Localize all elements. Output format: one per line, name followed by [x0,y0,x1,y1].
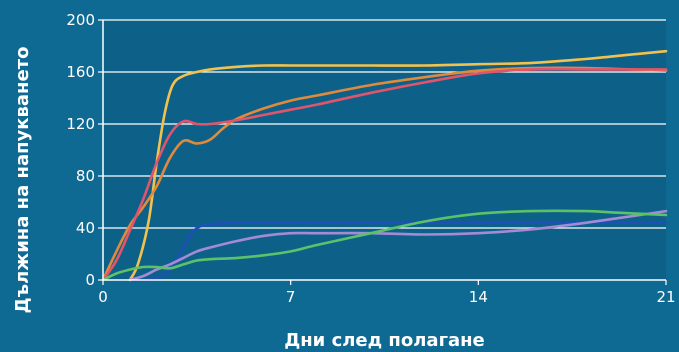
y-axis-title: Дължина на напукването [12,47,33,314]
y-tick-label: 160 [66,63,95,81]
y-tick-label: 80 [76,167,95,185]
x-axis-title: Дни след полагане [284,330,485,351]
series-line-4 [128,221,668,282]
series-group [101,49,668,282]
series-line-3 [101,67,668,282]
x-tick-label: 14 [469,288,488,306]
tick-labels: 0 40 80 120 160 200 0 7 14 21 [66,11,675,306]
series-line-1 [128,49,668,282]
y-tick-label: 0 [85,271,95,289]
y-tick-label: 40 [76,219,95,237]
axes [98,19,667,285]
series-line-5 [128,209,668,282]
x-tick-label: 0 [98,288,108,306]
y-tick-label: 120 [66,115,95,133]
series-line-2 [101,66,668,282]
x-tick-label: 7 [286,288,296,306]
x-tick-label: 21 [656,288,675,306]
y-tick-label: 200 [66,11,95,29]
series-line-6 [101,209,668,282]
plot-area [103,20,666,280]
